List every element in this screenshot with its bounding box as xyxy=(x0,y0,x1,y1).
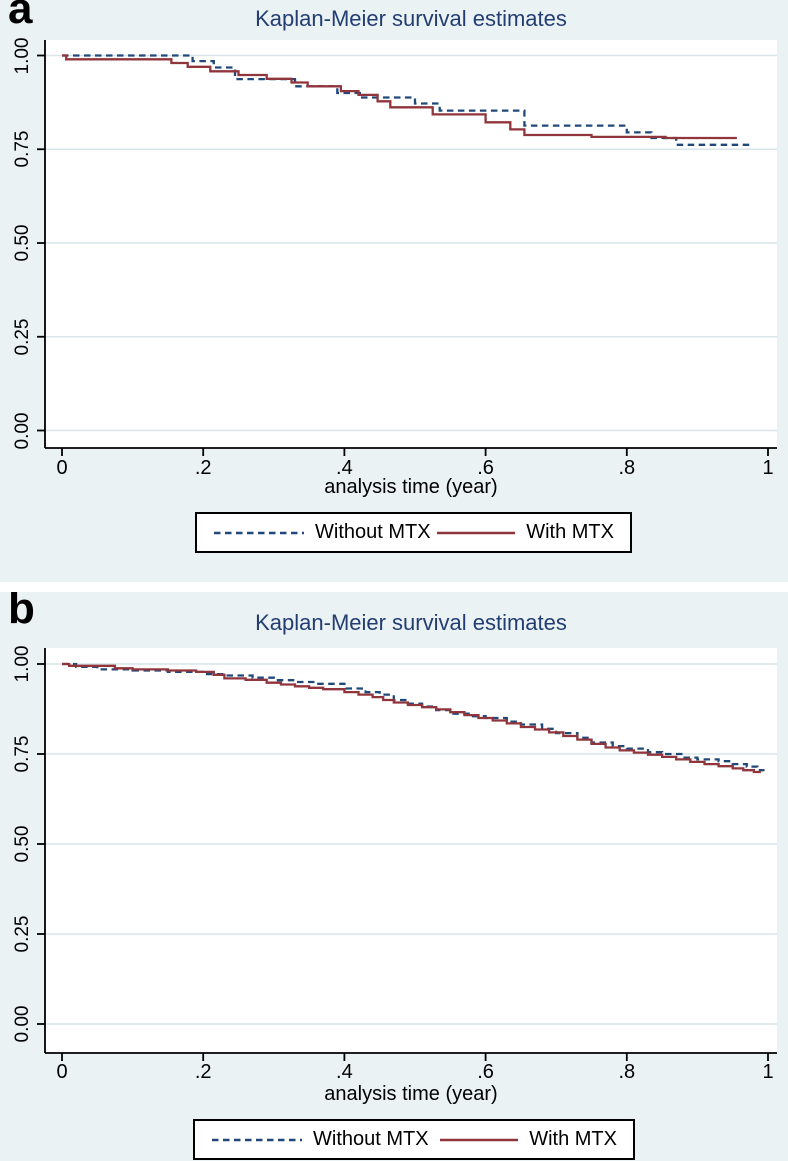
legend-label-with-mtx: With MTX xyxy=(529,1128,617,1150)
y-tick-label: 1.00 xyxy=(12,645,33,683)
legend-label-with-mtx: With MTX xyxy=(526,521,614,543)
plot-region xyxy=(45,648,777,1053)
chart-title-a: Kaplan-Meier survival estimates xyxy=(255,6,567,31)
y-tick-label: 0.00 xyxy=(12,1005,33,1043)
survival-curve-without-mtx xyxy=(62,54,752,146)
y-tick-label: 0.00 xyxy=(12,412,33,449)
solid-line-sample xyxy=(440,1138,519,1141)
y-tick-label: 0.75 xyxy=(12,735,33,773)
x-tick-label: .8 xyxy=(618,457,636,479)
chart-title-b: Kaplan-Meier survival estimates xyxy=(255,610,567,635)
legend-item-with-mtx: With MTX xyxy=(439,1128,617,1151)
y-tick-label: 0.50 xyxy=(12,825,33,863)
panel-a: a Kaplan-Meier survival estimates 0 .2 .4.… xyxy=(0,0,788,582)
y-tick-label: 0.25 xyxy=(12,318,33,356)
panel-label-a: a xyxy=(8,0,33,33)
x-tick-label: 1 xyxy=(762,457,774,479)
x-tick-label: .4 xyxy=(336,457,353,479)
dashed-line-sample xyxy=(214,531,304,534)
legend-label-without-mtx: Without MTX xyxy=(315,521,431,543)
plot-region xyxy=(45,40,777,448)
x-tick-label: .2 xyxy=(194,457,212,479)
x-axis-title-a: analysis time (year) xyxy=(324,476,498,498)
survival-curve-without-mtx xyxy=(62,662,765,772)
y-tick-label: 0.75 xyxy=(12,130,33,168)
legend-label-without-mtx: Without MTX xyxy=(313,1128,429,1150)
panel-label-b: b xyxy=(8,592,35,633)
x-tick-label: .6 xyxy=(477,1061,494,1083)
x-tick-label: .4 xyxy=(336,1061,353,1083)
solid-line-sample xyxy=(437,531,516,534)
x-tick-label: .2 xyxy=(194,1061,212,1083)
legend-b: Without MTX With MTX xyxy=(193,1119,635,1160)
x-axis-title-b: analysis time (year) xyxy=(324,1083,498,1105)
x-tick-label: .8 xyxy=(618,1061,636,1083)
km-plot-b xyxy=(37,648,777,1061)
y-tick-label: 0.25 xyxy=(12,915,33,953)
legend-item-without-mtx: Without MTX xyxy=(211,1128,429,1151)
panel-b: b Kaplan-Meier survival estimates 0 .2 .4.… xyxy=(0,592,788,1161)
legend-item-without-mtx: Without MTX xyxy=(213,521,431,544)
legend-item-with-mtx: With MTX xyxy=(436,521,614,544)
y-tick-label: 0.50 xyxy=(12,224,33,262)
x-tick-label: .6 xyxy=(477,457,494,479)
dashed-line-sample xyxy=(212,1138,302,1141)
km-plot-a xyxy=(37,40,777,456)
survival-curve-with-mtx xyxy=(62,662,761,774)
x-tick-label: 1 xyxy=(762,1061,774,1083)
legend-a: Without MTX With MTX xyxy=(195,512,632,553)
y-tick-label: 1.00 xyxy=(12,37,33,74)
x-tick-label: 0 xyxy=(56,1061,68,1083)
survival-curve-with-mtx xyxy=(62,54,737,140)
x-tick-label: 0 xyxy=(56,457,68,479)
